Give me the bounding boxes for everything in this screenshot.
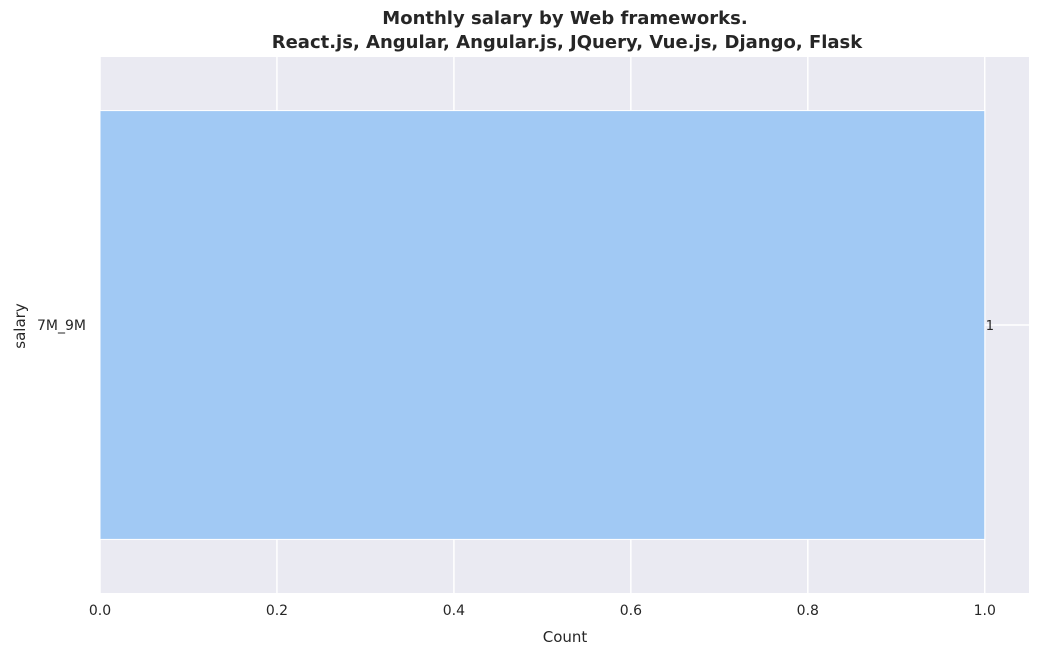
x-tick-label: 0.6: [620, 603, 642, 619]
y-tick-label: 7M_9M: [37, 318, 86, 334]
x-tick-label: 0.2: [266, 603, 288, 619]
bar: [99, 110, 986, 540]
x-axis-ticks: 0.0 0.2 0.4 0.6 0.8 1.0: [89, 603, 996, 619]
y-axis-label: salary: [11, 303, 29, 349]
x-tick-label: 1.0: [974, 603, 996, 619]
x-axis-label: Count: [543, 628, 588, 646]
x-tick-label: 0.4: [443, 603, 465, 619]
x-tick-label: 0.8: [797, 603, 819, 619]
y-axis-ticks: 7M_9M: [37, 318, 86, 334]
bars: [99, 110, 986, 540]
bar-value-label: 1: [986, 319, 994, 334]
chart-subtitle: React.js, Angular, Angular.js, JQuery, V…: [272, 32, 864, 53]
x-tick-label: 0.0: [89, 603, 111, 619]
data-labels: 1: [986, 319, 994, 334]
chart-title: Monthly salary by Web frameworks.: [382, 8, 747, 29]
